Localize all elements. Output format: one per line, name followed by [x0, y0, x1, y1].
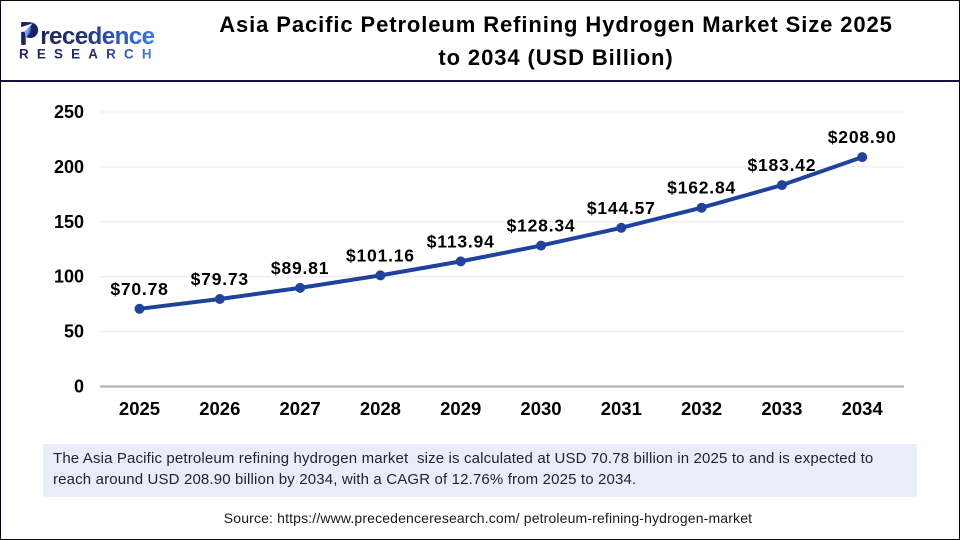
svg-text:2026: 2026: [199, 398, 240, 419]
svg-text:50: 50: [64, 322, 84, 342]
svg-text:100: 100: [54, 267, 84, 287]
svg-text:$183.42: $183.42: [747, 155, 816, 175]
svg-text:2033: 2033: [761, 398, 802, 419]
svg-text:2031: 2031: [601, 398, 642, 419]
svg-text:RESEARCH: RESEARCH: [19, 46, 160, 61]
svg-text:$89.81: $89.81: [271, 258, 329, 278]
svg-text:2032: 2032: [681, 398, 722, 419]
svg-text:$144.57: $144.57: [587, 198, 656, 218]
svg-text:$79.73: $79.73: [191, 269, 249, 289]
svg-text:$162.84: $162.84: [667, 178, 736, 198]
svg-text:0: 0: [74, 377, 84, 397]
svg-text:$101.16: $101.16: [346, 245, 415, 265]
svg-text:2028: 2028: [360, 398, 401, 419]
svg-text:$208.90: $208.90: [828, 127, 897, 147]
svg-text:$113.94: $113.94: [427, 231, 495, 251]
svg-text:$128.34: $128.34: [507, 216, 576, 236]
svg-text:recedence: recedence: [40, 23, 154, 50]
svg-text:150: 150: [54, 212, 84, 232]
svg-text:250: 250: [54, 102, 84, 122]
svg-text:2030: 2030: [520, 398, 561, 419]
svg-text:200: 200: [54, 157, 84, 177]
svg-text:$70.78: $70.78: [110, 279, 168, 299]
svg-text:2025: 2025: [119, 398, 160, 419]
svg-text:2029: 2029: [440, 398, 481, 419]
svg-text:2027: 2027: [280, 398, 321, 419]
svg-text:2034: 2034: [842, 398, 884, 419]
